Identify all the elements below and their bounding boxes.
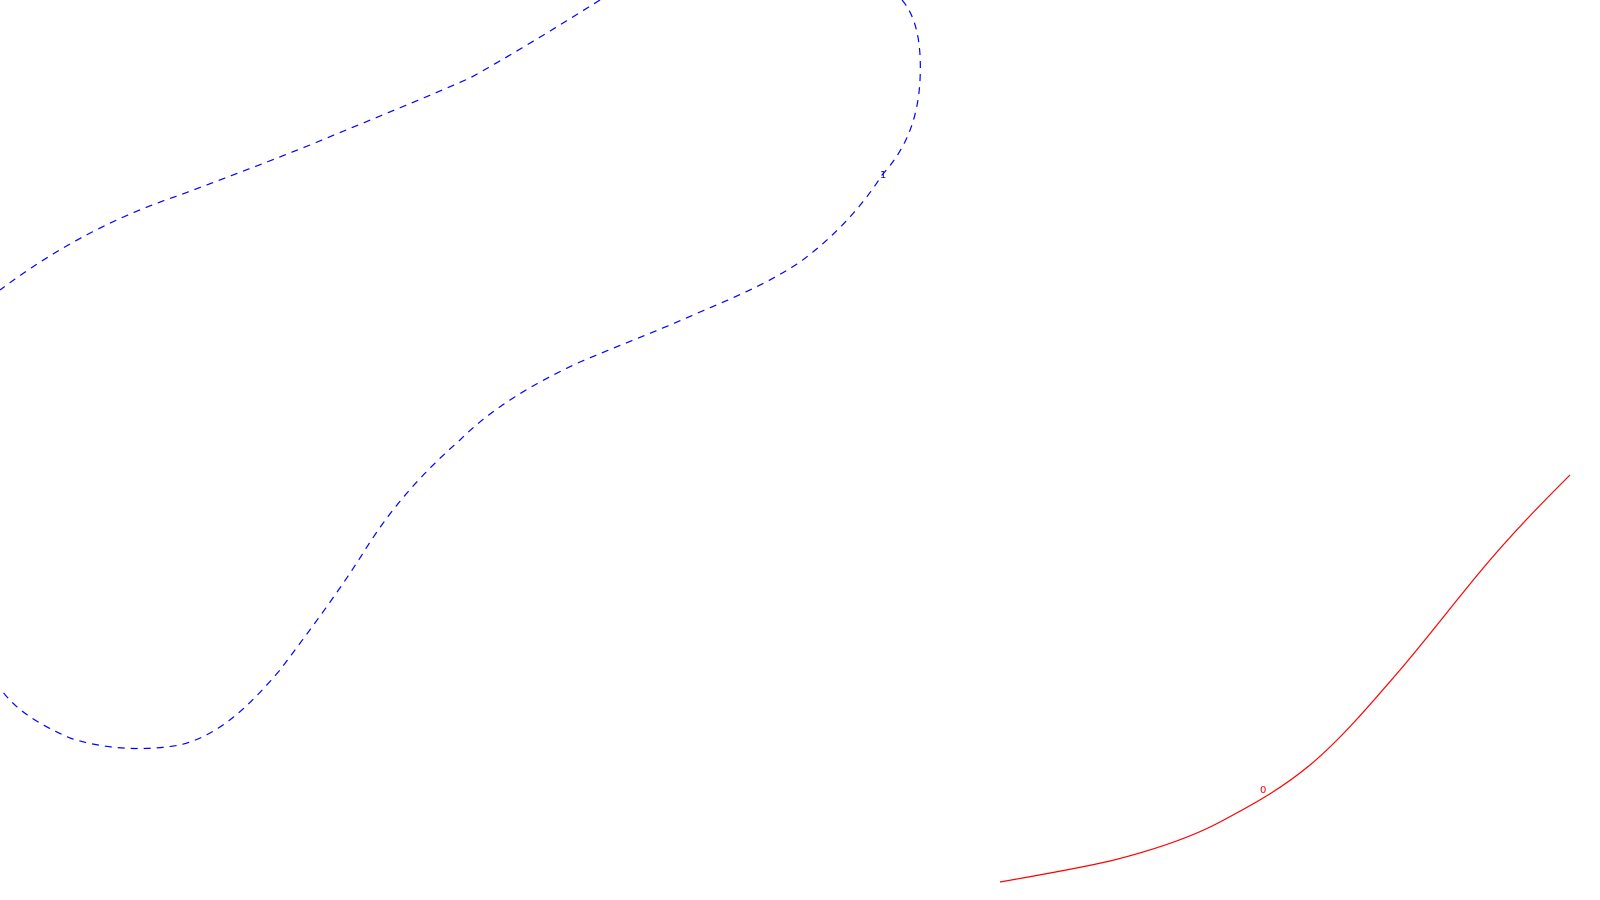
contour-line-level-1-lower (0, 0, 921, 750)
contour-line-level-0 (999, 474, 1571, 883)
contour-label-level-0: 0 (1260, 785, 1266, 796)
contour-label-level-1: 1 (880, 170, 886, 181)
contour-line-level-1 (0, 0, 601, 291)
